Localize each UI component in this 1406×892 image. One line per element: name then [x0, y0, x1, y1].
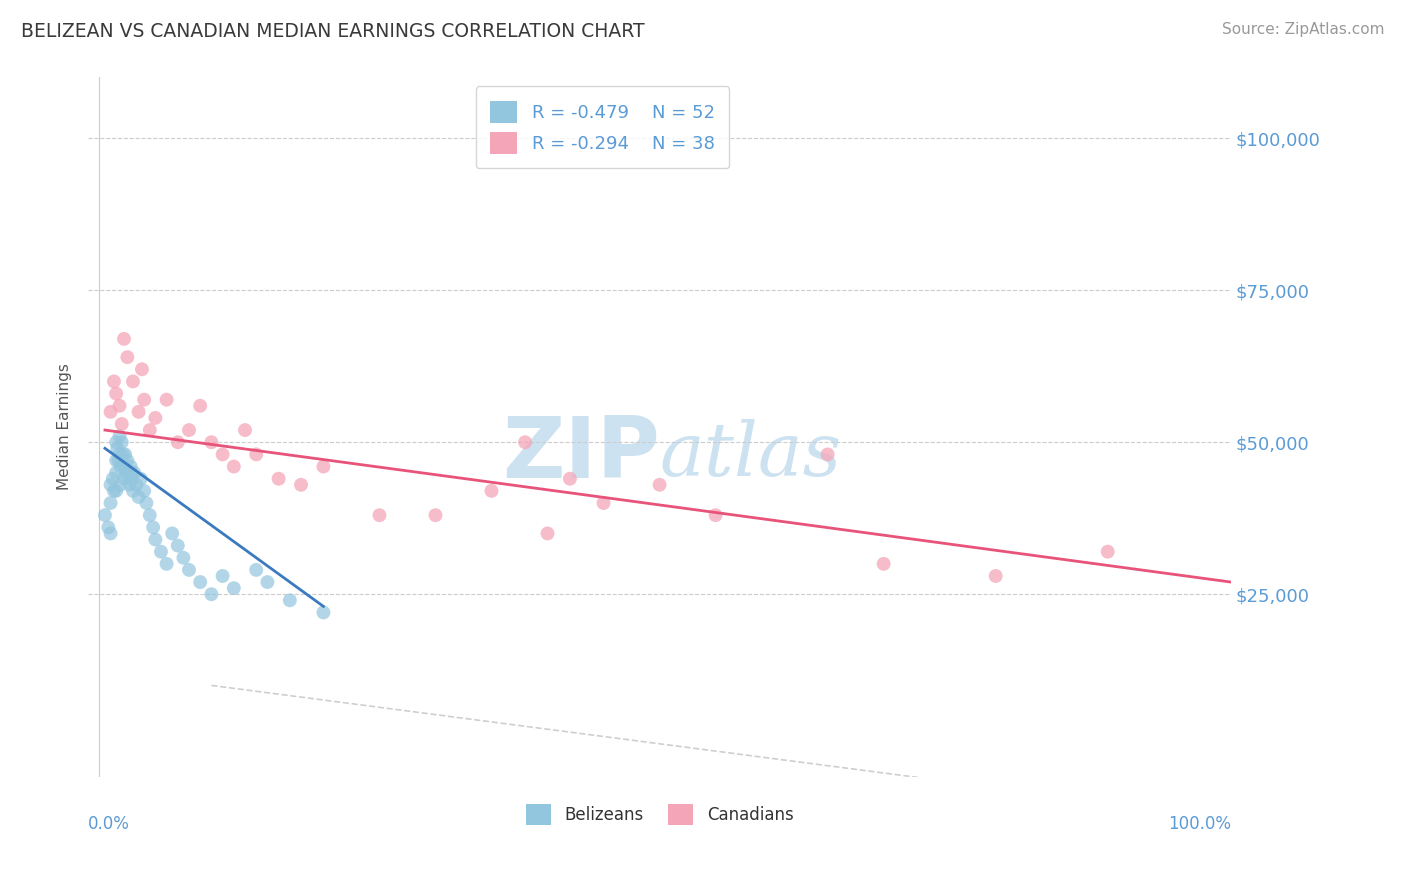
Point — [704, 508, 727, 523]
Point — [115, 466, 138, 480]
Point — [177, 563, 200, 577]
Point — [134, 483, 156, 498]
Point — [278, 593, 301, 607]
Point — [166, 435, 188, 450]
Point — [100, 405, 122, 419]
Point — [222, 459, 245, 474]
Point — [105, 386, 128, 401]
Point — [513, 435, 536, 450]
Point — [110, 477, 132, 491]
Point — [117, 350, 139, 364]
Point — [120, 459, 142, 474]
Point — [200, 435, 222, 450]
Point — [267, 472, 290, 486]
Point — [188, 575, 211, 590]
Text: BELIZEAN VS CANADIAN MEDIAN EARNINGS CORRELATION CHART: BELIZEAN VS CANADIAN MEDIAN EARNINGS COR… — [21, 22, 645, 41]
Point — [160, 526, 183, 541]
Point — [112, 332, 135, 346]
Legend: Belizeans, Canadians: Belizeans, Canadians — [519, 797, 800, 831]
Point — [222, 581, 245, 595]
Point — [100, 496, 122, 510]
Point — [481, 483, 503, 498]
Point — [139, 508, 162, 523]
Point — [233, 423, 256, 437]
Point — [129, 472, 152, 486]
Point — [817, 447, 839, 461]
Point — [134, 392, 156, 407]
Point — [177, 423, 200, 437]
Point — [872, 557, 894, 571]
Point — [142, 520, 165, 534]
Point — [256, 575, 278, 590]
Point — [108, 399, 131, 413]
Point — [211, 569, 233, 583]
Point — [139, 423, 162, 437]
Point — [200, 587, 222, 601]
Point — [984, 569, 1007, 583]
Point — [245, 447, 267, 461]
Point — [117, 453, 139, 467]
Y-axis label: Median Earnings: Median Earnings — [58, 364, 72, 491]
Point — [111, 447, 134, 461]
Point — [103, 375, 125, 389]
Point — [100, 526, 122, 541]
Point — [112, 459, 135, 474]
Point — [111, 435, 134, 450]
Point — [188, 399, 211, 413]
Point — [131, 362, 153, 376]
Point — [211, 447, 233, 461]
Point — [94, 508, 117, 523]
Point — [105, 435, 128, 450]
Point — [312, 459, 335, 474]
Point — [155, 557, 177, 571]
Point — [245, 563, 267, 577]
Point — [128, 490, 150, 504]
Point — [103, 483, 125, 498]
Point — [105, 442, 128, 456]
Point — [128, 405, 150, 419]
Text: ZIP: ZIP — [502, 414, 659, 497]
Point — [135, 496, 157, 510]
Text: Source: ZipAtlas.com: Source: ZipAtlas.com — [1222, 22, 1385, 37]
Point — [107, 453, 129, 467]
Point — [368, 508, 391, 523]
Point — [105, 483, 128, 498]
Point — [125, 477, 148, 491]
Point — [149, 544, 172, 558]
Point — [108, 447, 131, 461]
Point — [155, 392, 177, 407]
Point — [145, 533, 167, 547]
Point — [172, 550, 194, 565]
Point — [122, 375, 145, 389]
Point — [97, 520, 120, 534]
Point — [648, 477, 671, 491]
Point — [117, 466, 139, 480]
Text: 0.0%: 0.0% — [89, 815, 129, 833]
Point — [290, 477, 312, 491]
Point — [112, 472, 135, 486]
Point — [166, 539, 188, 553]
Point — [111, 417, 134, 431]
Point — [110, 459, 132, 474]
Point — [100, 477, 122, 491]
Point — [558, 472, 581, 486]
Point — [108, 429, 131, 443]
Point — [105, 466, 128, 480]
Point — [105, 453, 128, 467]
Point — [592, 496, 614, 510]
Point — [1097, 544, 1119, 558]
Point — [118, 477, 141, 491]
Point — [312, 606, 335, 620]
Text: atlas: atlas — [659, 418, 842, 491]
Point — [145, 411, 167, 425]
Point — [121, 472, 143, 486]
Text: 100.0%: 100.0% — [1168, 815, 1232, 833]
Point — [101, 472, 124, 486]
Point — [536, 526, 558, 541]
Point — [114, 447, 136, 461]
Point — [122, 483, 145, 498]
Point — [122, 466, 145, 480]
Point — [425, 508, 447, 523]
